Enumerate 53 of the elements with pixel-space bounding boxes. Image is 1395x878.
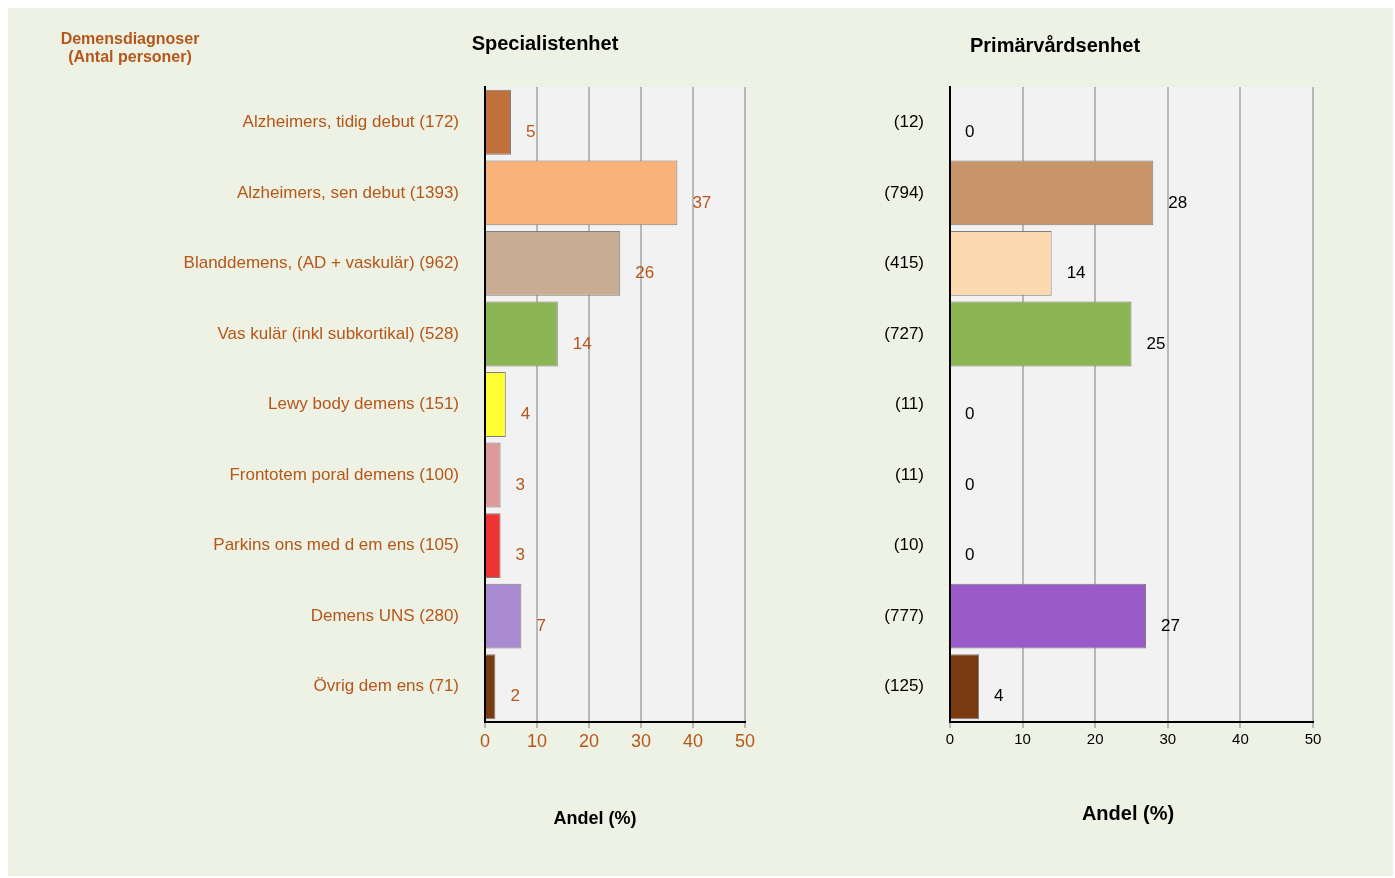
- y-tick-label: (125): [884, 676, 924, 696]
- data-label: 0: [965, 545, 975, 565]
- data-label: 0: [965, 474, 975, 494]
- y-tick-label: Frontotem poral demens (100): [229, 464, 459, 484]
- x-tick-label: 10: [1014, 730, 1031, 748]
- y-axis-title: Demensdiagnoser (Antal personer): [60, 30, 200, 66]
- data-label: 4: [994, 686, 1004, 706]
- x-axis-title: Andel (%): [553, 808, 637, 829]
- x-tick-label: 0: [945, 730, 955, 748]
- y-tick-label: Alzheimers, sen debut (1393): [236, 182, 459, 202]
- data-label: 0: [965, 404, 975, 424]
- x-axis-title: Andel (%): [1081, 802, 1175, 825]
- y-tick-label: Blanddemens, (AD + vaskulär) (962): [183, 253, 459, 273]
- x-tick-label: 40: [1232, 730, 1249, 748]
- x-tick-label: 30: [630, 730, 652, 751]
- y-tick-label: (777): [884, 605, 924, 625]
- y-tick-label: Vas kulär (inkl subkortikal) (528): [217, 323, 459, 343]
- x-tick-label: 0: [479, 730, 491, 751]
- chart-title: Specialistenhet: [471, 32, 619, 55]
- x-tick-label: 10: [526, 730, 548, 751]
- data-label: 14: [1066, 263, 1086, 283]
- data-label: 26: [635, 263, 655, 283]
- y-tick-label: Alzheimers, tidig debut (172): [242, 111, 459, 131]
- data-label: 25: [1146, 333, 1166, 353]
- data-label: 0: [965, 121, 975, 141]
- data-label: 37: [692, 192, 712, 212]
- y-tick-label: Parkins ons med d em ens (105): [213, 535, 459, 555]
- x-tick-label: 50: [1304, 730, 1322, 748]
- data-label: 5: [526, 121, 536, 141]
- y-tick-label: (12): [893, 111, 924, 131]
- y-tick-label: (794): [884, 182, 924, 202]
- x-tick-label: 30: [1159, 730, 1177, 748]
- data-label: 3: [515, 474, 526, 494]
- x-tick-label: 20: [1086, 730, 1104, 748]
- y-tick-label: (415): [884, 253, 924, 273]
- data-label: 3: [515, 545, 526, 565]
- y-tick-label: Övrig dem ens (71): [313, 676, 459, 696]
- data-label: 4: [520, 404, 531, 424]
- y-tick-label: (11): [895, 464, 924, 484]
- y-tick-label: (727): [884, 323, 924, 343]
- data-label: 7: [536, 615, 546, 635]
- data-label: 14: [572, 333, 592, 353]
- chart-title: Primärvårdsenhet: [969, 34, 1141, 57]
- x-tick-label: 20: [578, 730, 600, 751]
- x-tick-label: 40: [682, 730, 704, 751]
- y-tick-label: Demens UNS (280): [310, 605, 459, 625]
- x-tick-label: 50: [734, 730, 756, 751]
- y-tick-label: (10): [893, 535, 924, 555]
- y-tick-label: (11): [895, 394, 924, 414]
- data-label: 28: [1168, 192, 1188, 212]
- y-tick-label: Lewy body demens (151): [268, 394, 459, 414]
- data-label: 2: [510, 686, 520, 706]
- data-label: 27: [1161, 615, 1180, 635]
